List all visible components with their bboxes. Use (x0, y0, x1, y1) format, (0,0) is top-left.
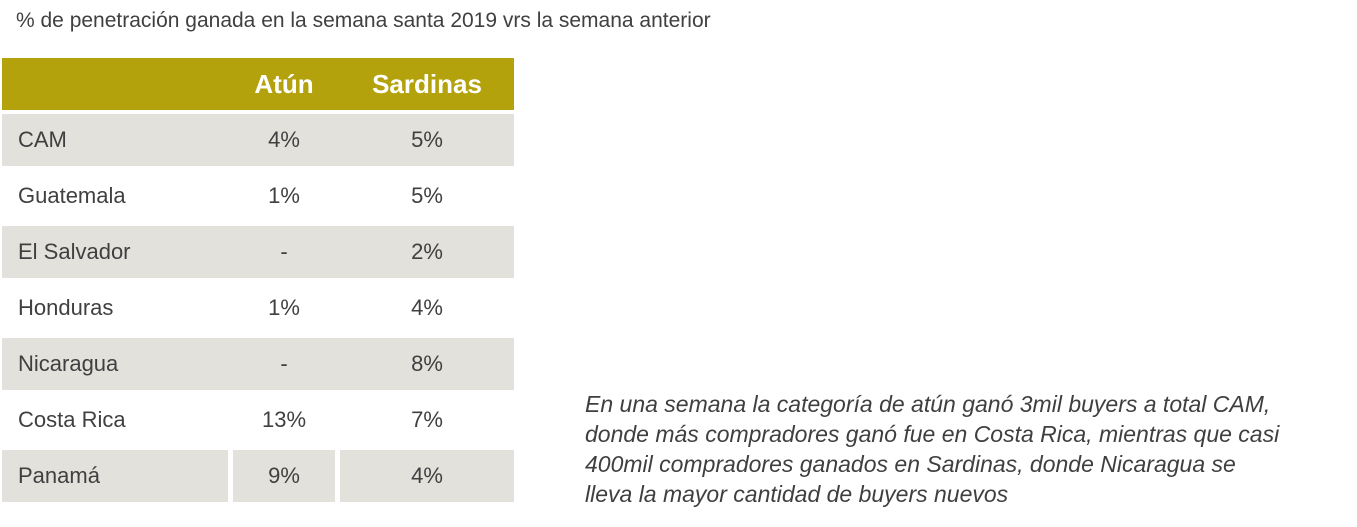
atun-value-cell: 9% (233, 450, 335, 502)
annotation-line: lleva la mayor cantidad de buyers nuevos (585, 481, 1009, 507)
atun-value-cell: 1% (268, 295, 300, 320)
sardinas-value-cell: 4% (340, 450, 514, 502)
sardinas-value-cell: 2% (411, 239, 443, 264)
page-title: % de penetración ganada en la semana san… (16, 9, 711, 32)
country-cell: Honduras (18, 295, 114, 320)
sardinas-value-cell: 4% (411, 295, 443, 320)
sardinas-value-cell: 8% (411, 351, 443, 376)
country-cell: Guatemala (18, 183, 126, 208)
country-cell: CAM (18, 127, 67, 152)
table-row-cam: CAM 4% 5% (2, 114, 514, 166)
sardinas-value-cell: 5% (411, 127, 443, 152)
country-cell: El Salvador (18, 239, 131, 264)
table-row-panama: Panamá 9% 4% (2, 450, 514, 502)
column-header-country (2, 58, 228, 110)
column-header-sardinas: Sardinas (372, 68, 482, 99)
table-row-costa-rica: Costa Rica 13% 7% (2, 394, 514, 446)
atun-value-cell: - (280, 351, 288, 376)
country-cell: Costa Rica (18, 407, 126, 432)
atun-value-cell: 4% (268, 127, 300, 152)
country-cell: Nicaragua (18, 351, 119, 376)
annotation-line: donde más compradores ganó fue en Costa … (585, 421, 1280, 447)
penetration-table: Atún Sardinas CAM 4% 5% Guatemala 1% 5% … (2, 58, 514, 506)
insight-annotation: En una semana la categoría de atún ganó … (585, 389, 1279, 509)
annotation-line: En una semana la categoría de atún ganó … (585, 391, 1271, 417)
table-row-honduras: Honduras 1% 4% (2, 282, 514, 334)
table-header-row: Atún Sardinas (2, 58, 514, 110)
annotation-line: 400mil compradores ganados en Sardinas, … (585, 451, 1236, 477)
sardinas-value-cell: 5% (411, 183, 443, 208)
table-row-el-salvador: El Salvador - 2% (2, 226, 514, 278)
table-row-nicaragua: Nicaragua - 8% (2, 338, 514, 390)
atun-value-cell: 1% (268, 183, 300, 208)
country-cell: Panamá (2, 450, 228, 502)
atun-value-cell: 13% (261, 407, 307, 432)
table-row-guatemala: Guatemala 1% 5% (2, 170, 514, 222)
atun-value-cell: - (280, 239, 288, 264)
sardinas-value-cell: 7% (411, 407, 443, 432)
column-header-atun: Atún (254, 68, 314, 99)
